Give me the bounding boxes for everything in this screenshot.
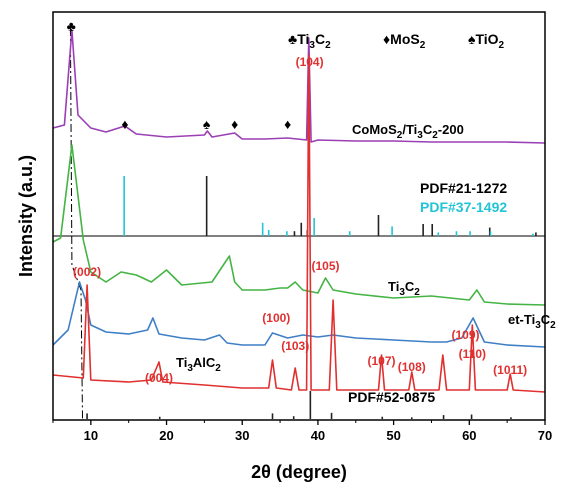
plot-elements: PDF#21-1272 PDF#37-1492 PDF#52-0875 CoMoS2/… (52, 18, 556, 421)
phase-marker: ♠ (203, 116, 211, 132)
hkl-label: (110) (459, 347, 486, 361)
reference-label: PDF#37-1492 (420, 199, 507, 215)
x-tick-label: 60 (462, 428, 476, 443)
reference-label: PDF#52-0875 (348, 389, 435, 405)
x-axis: 10 20 30 40 50 60 70 (52, 420, 552, 443)
reference-label: PDF#21-1272 (420, 180, 507, 196)
hkl-label: (107) (367, 354, 395, 368)
series-label: et-Ti3C2 (508, 312, 556, 331)
series-line (52, 29, 546, 144)
x-tick-label: 20 (159, 428, 173, 443)
hkl-label: (103) (281, 339, 309, 353)
x-tick-label: 70 (538, 428, 552, 443)
series-line (52, 54, 546, 393)
series-label: CoMoS2/Ti3C2-200 (352, 122, 464, 141)
phase-marker: ♦ (121, 116, 128, 132)
hkl-label: (108) (398, 360, 426, 374)
hkl-label: (105) (311, 259, 339, 273)
phase-marker: ♦ (231, 116, 238, 132)
legend-entry: ♣Ti3C2 (288, 31, 331, 51)
x-tick-label: 40 (311, 428, 325, 443)
hkl-label: (002) (73, 265, 101, 279)
y-axis-title: Intensity (a.u.) (16, 155, 36, 277)
hkl-label: (004) (145, 371, 173, 385)
x-axis-title: 2θ (degree) (251, 462, 347, 482)
phase-marker: ♦ (284, 116, 291, 132)
series-line (52, 281, 546, 348)
series-line (52, 144, 546, 306)
legend-entry: ♦MoS2 (383, 31, 426, 51)
series-label: Ti3C2 (388, 279, 420, 298)
hkl-label: (100) (262, 311, 290, 325)
series-label: Ti3AlC2 (176, 355, 221, 374)
plot-frame (52, 11, 546, 421)
x-tick-label: 30 (235, 428, 249, 443)
x-tick-label: 10 (84, 428, 98, 443)
phase-marker: ♣ (67, 18, 76, 34)
hkl-label: (109) (452, 328, 480, 342)
hkl-label: (1011) (493, 363, 527, 377)
legend-entry: ♠TiO2 (468, 31, 505, 51)
x-tick-label: 50 (386, 428, 400, 443)
legend: ♣Ti3C2 ♦MoS2 ♠TiO2 (288, 31, 505, 51)
